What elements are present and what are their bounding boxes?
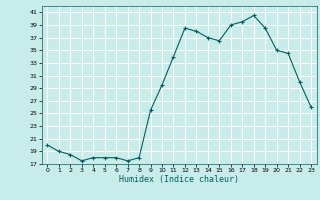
X-axis label: Humidex (Indice chaleur): Humidex (Indice chaleur) — [119, 175, 239, 184]
